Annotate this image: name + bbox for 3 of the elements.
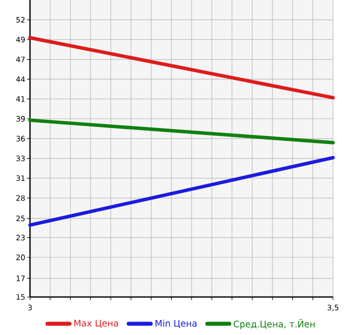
legend-label: Сред.Цена, т.Йен [234,319,315,330]
legend-label: Max Цена [74,320,118,328]
legend-label: Min Цена [156,320,196,328]
